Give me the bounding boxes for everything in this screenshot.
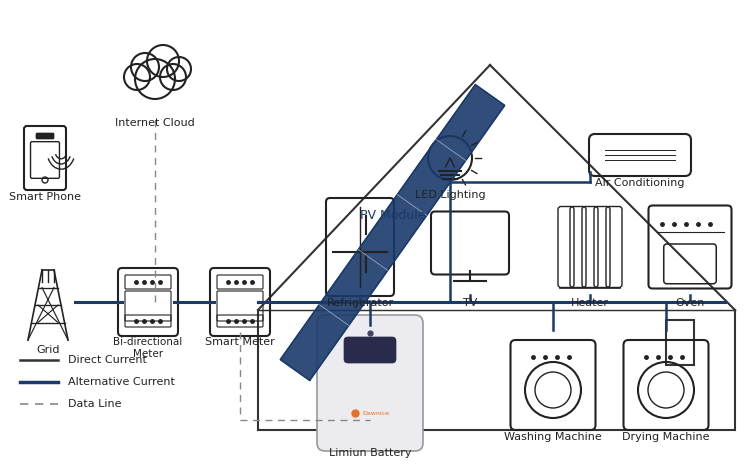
FancyBboxPatch shape [317,315,423,451]
Text: Washing Machine: Washing Machine [504,432,602,442]
Text: Heater: Heater [571,298,609,308]
Text: Refrigerator: Refrigerator [326,298,394,308]
Text: Smart Phone: Smart Phone [9,192,81,202]
Circle shape [135,59,175,99]
Text: PV Module: PV Module [360,209,425,221]
Text: Internet Cloud: Internet Cloud [116,118,195,128]
Text: Oven: Oven [675,298,705,308]
Circle shape [147,45,179,77]
Text: Bi-directional
Meter: Bi-directional Meter [113,337,183,359]
Text: Alternative Current: Alternative Current [68,377,175,387]
Circle shape [160,64,186,90]
Text: LED Lighting: LED Lighting [415,190,485,200]
Text: Air Conditioning: Air Conditioning [596,178,685,188]
Bar [666,320,694,365]
Text: Smart Meter: Smart Meter [205,337,274,347]
Circle shape [167,57,191,81]
Circle shape [131,53,159,81]
Circle shape [124,64,150,90]
Text: Direct Current: Direct Current [68,355,147,365]
Text: Grid: Grid [36,345,60,355]
FancyBboxPatch shape [344,337,396,363]
FancyBboxPatch shape [36,133,54,139]
Text: Dawnice: Dawnice [362,411,389,415]
Text: Limiun Battery: Limiun Battery [328,448,411,458]
Polygon shape [280,85,505,380]
Text: Drying Machine: Drying Machine [622,432,710,442]
Text: TV: TV [463,298,477,308]
Text: Data Line: Data Line [68,399,122,409]
